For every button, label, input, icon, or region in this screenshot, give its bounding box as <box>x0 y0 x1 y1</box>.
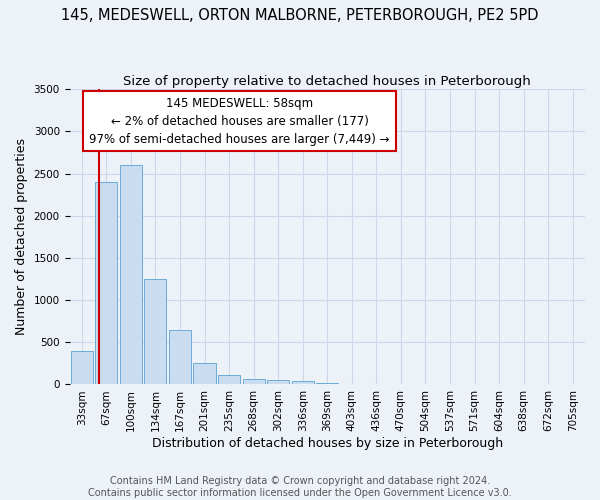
Title: Size of property relative to detached houses in Peterborough: Size of property relative to detached ho… <box>124 75 531 88</box>
Bar <box>242 378 265 384</box>
Bar <box>267 380 289 384</box>
Bar <box>95 182 118 384</box>
Bar <box>145 279 166 384</box>
Bar <box>193 363 215 384</box>
Bar <box>316 383 338 384</box>
Y-axis label: Number of detached properties: Number of detached properties <box>15 138 28 336</box>
Bar <box>218 375 240 384</box>
Text: Contains HM Land Registry data © Crown copyright and database right 2024.
Contai: Contains HM Land Registry data © Crown c… <box>88 476 512 498</box>
Bar <box>71 350 93 384</box>
Bar <box>169 330 191 384</box>
X-axis label: Distribution of detached houses by size in Peterborough: Distribution of detached houses by size … <box>152 437 503 450</box>
Bar <box>292 381 314 384</box>
Text: 145, MEDESWELL, ORTON MALBORNE, PETERBOROUGH, PE2 5PD: 145, MEDESWELL, ORTON MALBORNE, PETERBOR… <box>61 8 539 22</box>
Text: 145 MEDESWELL: 58sqm
← 2% of detached houses are smaller (177)
97% of semi-detac: 145 MEDESWELL: 58sqm ← 2% of detached ho… <box>89 96 390 146</box>
Bar <box>120 165 142 384</box>
